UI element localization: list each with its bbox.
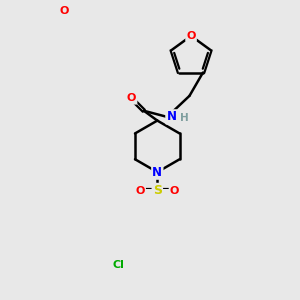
Text: O: O [136, 185, 145, 196]
Text: H: H [60, 7, 68, 16]
Text: N: N [60, 6, 69, 16]
Text: O: O [60, 7, 69, 17]
Text: S: S [153, 184, 162, 197]
Text: O: O [60, 7, 69, 17]
Text: O: O [60, 6, 69, 16]
Text: O: O [186, 31, 196, 41]
Text: O: O [60, 6, 69, 16]
Text: N: N [167, 110, 176, 123]
Text: N: N [60, 7, 69, 16]
Text: S: S [60, 5, 69, 18]
Text: N: N [152, 166, 162, 178]
Text: H: H [180, 113, 189, 123]
Text: O: O [170, 185, 179, 196]
Text: Cl: Cl [113, 260, 124, 271]
Text: O: O [127, 94, 136, 103]
